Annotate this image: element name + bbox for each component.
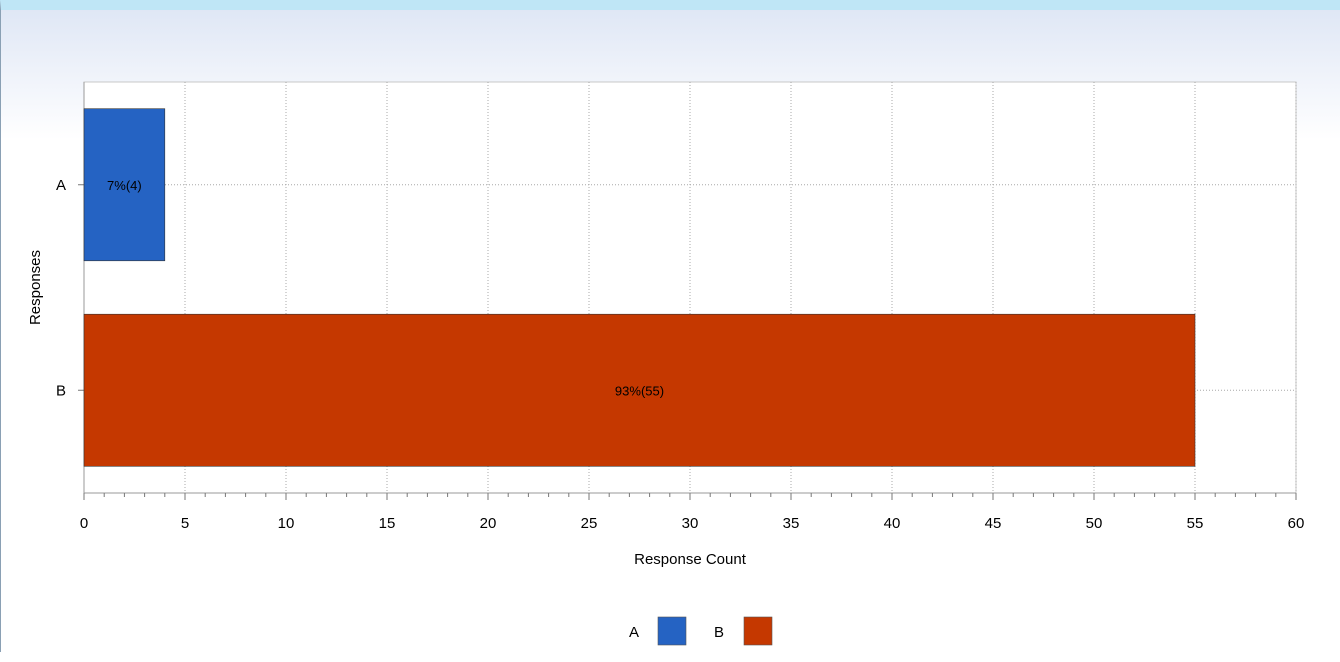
x-tick-label: 60: [1288, 515, 1305, 532]
data-label-b: 93%(55): [615, 383, 664, 398]
legend-swatch-a: [657, 616, 687, 646]
legend-label-a: A: [629, 624, 639, 641]
x-tick-label: 45: [985, 515, 1002, 532]
x-tick-label: 30: [682, 515, 699, 532]
legend-swatch-b: [743, 616, 773, 646]
x-tick-label: 20: [480, 515, 497, 532]
legend-label-b: B: [714, 624, 724, 641]
x-tick-label: 35: [783, 515, 800, 532]
data-label-a: 7%(4): [107, 178, 142, 193]
x-tick-label: 10: [278, 515, 295, 532]
x-tick-label: 50: [1086, 515, 1103, 532]
x-tick-label: 15: [379, 515, 396, 532]
x-tick-label: 55: [1187, 515, 1204, 532]
x-axis-title: Response Count: [634, 551, 747, 568]
bar-b: [83, 313, 1196, 467]
x-tick-label: 25: [581, 515, 598, 532]
bar-a: [83, 108, 166, 262]
x-tick-label: 5: [181, 515, 189, 532]
y-axis-title: Responses: [27, 250, 44, 325]
y-tick-label-b: B: [56, 382, 66, 399]
x-tick-label: 40: [884, 515, 901, 532]
bar-chart: 7%(4) 93%(55) 0 5 10 15 20 25 30 35 40 45 50 55 60 A B Re…: [27, 81, 1305, 646]
x-tick-label: 0: [80, 515, 88, 532]
y-tick-label-a: A: [56, 177, 66, 194]
